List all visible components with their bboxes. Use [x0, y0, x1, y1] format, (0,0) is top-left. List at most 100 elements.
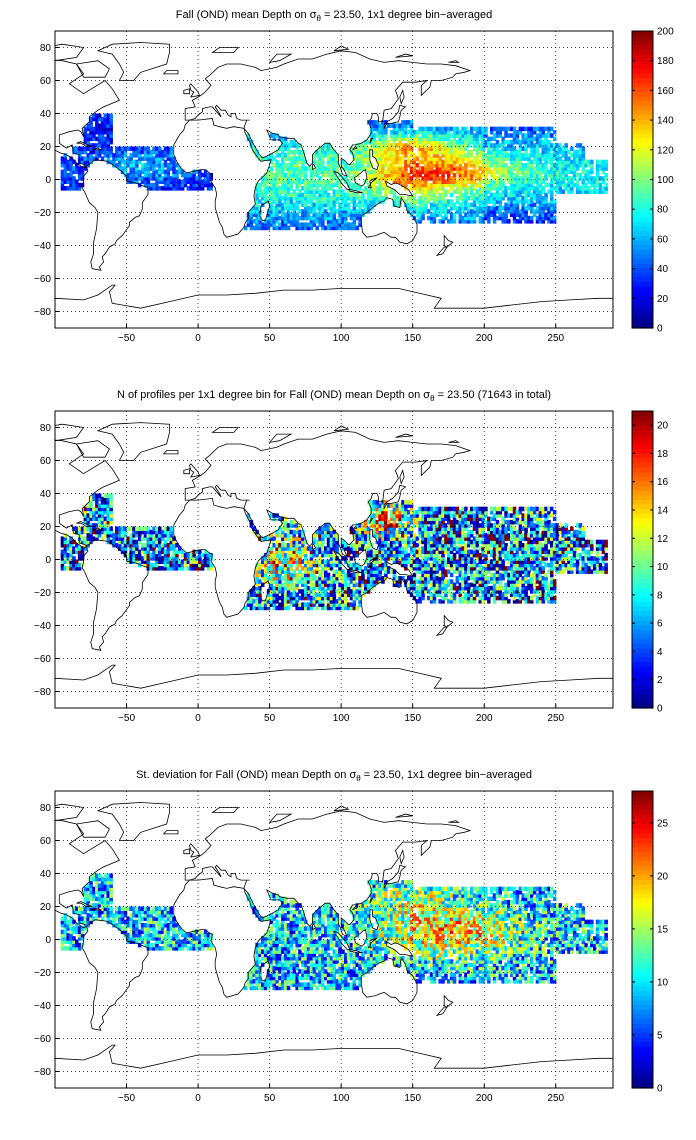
data-cell	[455, 166, 460, 171]
data-cell	[541, 146, 545, 151]
data-cell	[481, 189, 485, 194]
data-cell	[404, 529, 408, 535]
data-cell	[263, 189, 268, 194]
data-cell	[384, 186, 388, 191]
data-cell	[329, 159, 334, 165]
data-cell	[355, 552, 359, 558]
data-cell	[60, 159, 65, 165]
data-cell	[515, 209, 520, 214]
data-cell	[381, 130, 385, 135]
data-cell	[315, 159, 319, 165]
data-cell	[401, 576, 405, 581]
data-cell	[492, 149, 497, 155]
data-cell	[398, 503, 402, 508]
data-cell	[321, 209, 325, 214]
data-cell	[544, 136, 548, 142]
data-cell	[512, 202, 517, 208]
data-cell	[524, 153, 528, 158]
data-cell	[281, 592, 285, 597]
data-cell	[77, 562, 82, 568]
data-cell	[60, 163, 65, 168]
coastline	[352, 145, 358, 151]
data-cell	[355, 605, 359, 611]
data-cell	[169, 536, 173, 541]
data-cell	[590, 182, 594, 188]
data-cell	[315, 186, 319, 191]
data-cell	[278, 225, 282, 231]
data-cell	[198, 566, 202, 571]
data-cell	[75, 526, 79, 531]
data-cell	[338, 182, 342, 188]
data-cell	[112, 533, 116, 538]
data-cell	[381, 139, 385, 145]
data-cell	[570, 163, 574, 168]
data-cell	[567, 169, 571, 175]
data-cell	[155, 559, 159, 564]
data-cell	[421, 189, 425, 194]
data-cell	[412, 139, 417, 145]
data-cell	[332, 219, 337, 224]
data-cell	[535, 196, 540, 201]
data-cell	[398, 159, 402, 165]
data-cell	[132, 543, 136, 548]
data-cell	[163, 169, 168, 175]
data-cell	[384, 549, 388, 555]
data-cell	[318, 146, 322, 151]
data-cell	[381, 166, 385, 171]
data-cell	[249, 599, 254, 604]
data-cell	[249, 212, 254, 217]
data-cell	[72, 529, 76, 535]
data-cell	[452, 172, 457, 178]
data-cell	[449, 526, 454, 531]
data-cell	[115, 163, 119, 168]
data-cell	[366, 576, 371, 581]
data-cell	[467, 196, 471, 201]
data-cell	[532, 146, 537, 151]
data-cell	[504, 153, 508, 158]
data-cell	[467, 189, 471, 194]
data-cell	[77, 566, 82, 571]
data-cell	[467, 219, 471, 224]
data-cell	[372, 136, 377, 142]
data-cell	[530, 136, 534, 142]
data-cell	[427, 163, 431, 168]
data-cell	[309, 225, 314, 231]
data-cell	[75, 562, 79, 568]
data-cell	[375, 120, 379, 125]
data-cell	[169, 562, 173, 568]
data-cell	[269, 209, 274, 214]
data-cell	[326, 582, 331, 588]
data-cell	[521, 153, 525, 158]
data-cell	[550, 219, 554, 224]
data-cell	[378, 133, 382, 138]
data-cell	[358, 153, 362, 158]
data-cell	[458, 136, 462, 142]
data-cell	[384, 189, 388, 194]
data-cell	[498, 182, 502, 188]
data-cell	[192, 559, 196, 564]
data-cell	[324, 166, 328, 171]
data-cell	[412, 172, 417, 178]
data-cell	[469, 169, 474, 175]
data-cell	[447, 533, 451, 538]
data-cell	[266, 556, 271, 561]
data-cell	[524, 169, 528, 175]
data-cell	[501, 182, 505, 188]
data-cell	[484, 153, 488, 158]
data-cell	[129, 552, 133, 558]
data-cell	[578, 146, 583, 151]
data-cell	[427, 136, 431, 142]
data-cell	[424, 163, 428, 168]
data-cell	[438, 136, 442, 142]
data-cell	[369, 199, 374, 204]
data-cell	[427, 133, 431, 138]
data-cell	[461, 182, 465, 188]
coastline	[183, 88, 190, 95]
data-cell	[120, 146, 125, 151]
data-cell	[541, 169, 545, 175]
data-cell	[389, 149, 394, 155]
colorbar-segment	[632, 263, 653, 269]
data-cell	[326, 549, 331, 555]
data-cell	[272, 599, 276, 604]
data-cell	[312, 192, 316, 198]
